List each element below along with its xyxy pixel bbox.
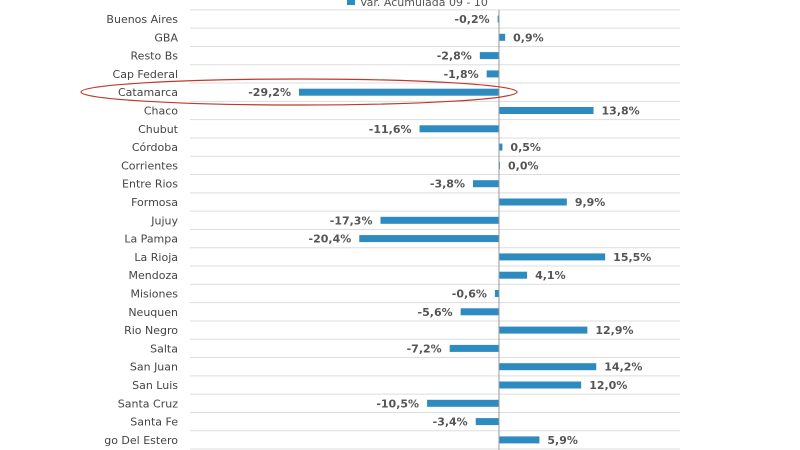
- bar: [475, 418, 499, 426]
- data-label: 9,9%: [575, 196, 606, 209]
- data-label: 5,9%: [547, 434, 578, 447]
- legend: Var. Acumulada 09 - 10: [347, 0, 488, 9]
- category-label: San Juan: [130, 361, 178, 374]
- bar: [419, 125, 499, 133]
- data-label: 0,0%: [508, 159, 539, 172]
- category-label: GBA: [154, 31, 178, 44]
- bar: [499, 143, 503, 151]
- data-label: -1,8%: [444, 68, 479, 81]
- category-label: Resto Bs: [131, 50, 179, 63]
- category-label: Córdoba: [132, 141, 178, 154]
- category-label: go Del Estero: [104, 434, 178, 447]
- category-label: Corrientes: [121, 159, 178, 172]
- bar: [449, 344, 499, 352]
- data-label: 0,5%: [510, 141, 541, 154]
- bar: [298, 88, 499, 96]
- bar: [479, 52, 499, 60]
- data-label: -29,2%: [248, 86, 291, 99]
- category-label: Rio Negro: [124, 324, 178, 337]
- data-label: -7,2%: [407, 342, 442, 355]
- category-label: Jujuy: [150, 214, 178, 227]
- bar: [380, 216, 499, 224]
- category-label: Mendoza: [129, 269, 178, 282]
- category-label: Entre Rios: [122, 178, 178, 191]
- data-label: -10,5%: [376, 397, 419, 410]
- data-label: 15,5%: [613, 251, 651, 264]
- data-label: -3,8%: [430, 178, 465, 191]
- category-label: Santa Fe: [130, 416, 178, 429]
- data-label: -20,4%: [309, 233, 352, 246]
- bar: [499, 436, 540, 444]
- bar: [499, 198, 567, 206]
- bar: [499, 253, 606, 261]
- legend-swatch: [347, 0, 355, 5]
- data-label: -0,6%: [452, 288, 487, 301]
- category-label: La Pampa: [124, 233, 178, 246]
- bar: [427, 399, 499, 407]
- category-label: Misiones: [130, 288, 178, 301]
- bar: [460, 308, 499, 316]
- category-label: Catamarca: [118, 86, 178, 99]
- category-label: Buenos Aires: [106, 13, 178, 26]
- bar: [499, 33, 506, 41]
- category-label: Formosa: [131, 196, 178, 209]
- bar: [499, 271, 528, 279]
- data-label: 12,9%: [595, 324, 633, 337]
- data-label: -2,8%: [437, 50, 472, 63]
- category-label: Cap Federal: [113, 68, 178, 81]
- highlight-ellipse: [80, 78, 518, 106]
- legend-label: Var. Acumulada 09 - 10: [360, 0, 488, 9]
- category-label: San Luis: [132, 379, 178, 392]
- data-label: -11,6%: [369, 123, 412, 136]
- bar: [499, 363, 597, 371]
- bar: [472, 180, 499, 188]
- bar: [494, 290, 499, 297]
- data-label: 4,1%: [535, 269, 566, 282]
- bar: [497, 15, 499, 23]
- category-label: Santa Cruz: [118, 397, 178, 410]
- data-label: -3,4%: [433, 416, 468, 429]
- category-label: Chubut: [138, 123, 179, 136]
- bar: [499, 107, 594, 114]
- data-label: 0,9%: [513, 31, 544, 44]
- data-label: 13,8%: [602, 105, 640, 118]
- data-label: -17,3%: [330, 214, 373, 227]
- data-label: -5,6%: [418, 306, 453, 319]
- data-label: 12,0%: [589, 379, 627, 392]
- category-label: La Rioja: [134, 251, 178, 264]
- category-label: Salta: [150, 342, 178, 355]
- bar: [499, 326, 588, 334]
- category-label: Chaco: [144, 105, 178, 118]
- bar: [486, 70, 499, 78]
- bar: [359, 235, 499, 243]
- data-label: 14,2%: [604, 361, 642, 374]
- data-label: -0,2%: [455, 13, 490, 26]
- bar: [499, 381, 582, 389]
- category-label: Neuquen: [128, 306, 178, 319]
